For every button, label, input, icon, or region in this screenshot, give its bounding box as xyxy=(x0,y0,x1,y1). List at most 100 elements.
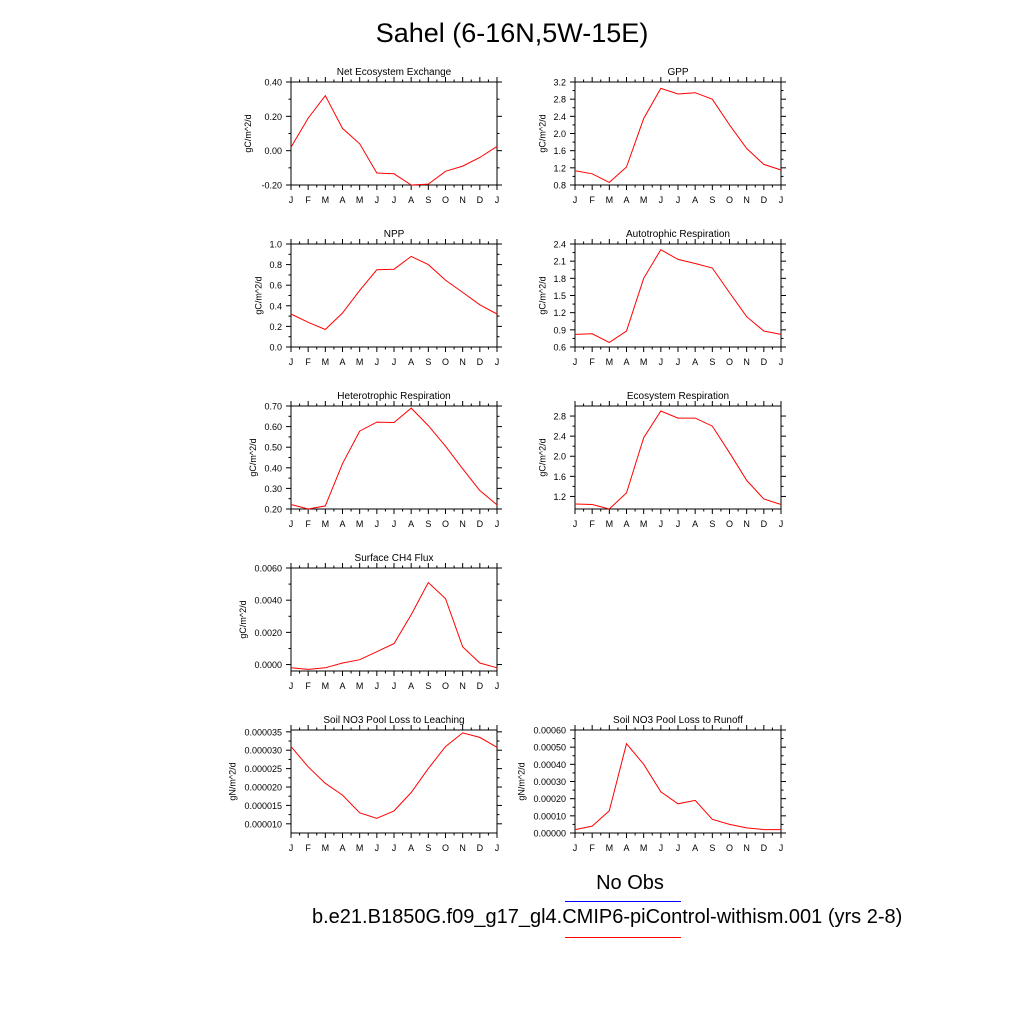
y-tick-label: 1.2 xyxy=(553,163,566,173)
y-tick-label: 0.00030 xyxy=(533,777,566,787)
y-tick-label: 0.0060 xyxy=(254,564,282,574)
x-tick-label: O xyxy=(726,357,733,367)
x-tick-label: M xyxy=(356,843,364,853)
x-tick-label: A xyxy=(692,195,698,205)
x-tick-label: F xyxy=(589,195,595,205)
y-tick-label: 0.00000 xyxy=(533,829,566,839)
x-tick-label: A xyxy=(408,195,414,205)
x-tick-label: A xyxy=(339,843,345,853)
x-tick-label: A xyxy=(692,519,698,529)
x-tick-label: O xyxy=(726,195,733,205)
y-axis-label: gC/m^2/d xyxy=(537,114,547,152)
y-axis-label: gN/m^2/d xyxy=(227,762,237,800)
y-tick-label: 2.8 xyxy=(553,95,566,105)
y-axis-label: gC/m^2/d xyxy=(238,600,248,638)
y-tick-label: 0.4 xyxy=(269,301,282,311)
x-tick-label: F xyxy=(305,195,311,205)
y-axis-label: gC/m^2/d xyxy=(243,114,253,152)
x-tick-label: J xyxy=(495,681,500,691)
y-tick-label: 2.4 xyxy=(553,432,566,442)
y-tick-label: 2.4 xyxy=(553,240,566,250)
x-tick-label: S xyxy=(709,195,715,205)
x-tick-label: A xyxy=(692,357,698,367)
x-tick-label: J xyxy=(676,357,681,367)
x-tick-label: N xyxy=(743,843,750,853)
y-tick-label: 0.00010 xyxy=(533,811,566,821)
x-tick-label: D xyxy=(761,195,768,205)
x-tick-label: J xyxy=(779,843,784,853)
x-tick-label: N xyxy=(743,195,750,205)
y-tick-label: 0.0000 xyxy=(254,660,282,670)
x-tick-label: M xyxy=(322,519,330,529)
x-tick-label: D xyxy=(477,195,484,205)
x-tick-label: S xyxy=(709,519,715,529)
x-tick-label: O xyxy=(442,681,449,691)
x-tick-label: D xyxy=(761,843,768,853)
x-tick-label: M xyxy=(606,519,614,529)
x-tick-label: S xyxy=(425,357,431,367)
x-tick-label: A xyxy=(623,195,629,205)
y-tick-label: -0.20 xyxy=(261,181,282,191)
y-tick-label: 2.0 xyxy=(553,129,566,139)
y-tick-label: 0.000030 xyxy=(244,746,282,756)
x-tick-label: J xyxy=(573,357,578,367)
figure-title: Sahel (6-16N,5W-15E) xyxy=(375,18,649,48)
y-tick-label: 0.40 xyxy=(264,463,282,473)
data-series-line xyxy=(574,87,782,183)
x-tick-label: O xyxy=(726,843,733,853)
y-tick-label: 2.0 xyxy=(553,452,566,462)
legend-obs-label: No Obs xyxy=(596,872,664,894)
y-tick-label: 0.000020 xyxy=(244,783,282,793)
y-tick-label: 0.000010 xyxy=(244,819,282,829)
x-tick-label: A xyxy=(623,519,629,529)
x-tick-label: J xyxy=(289,681,294,691)
y-tick-label: 2.1 xyxy=(553,257,566,267)
y-tick-label: 0.00 xyxy=(264,146,282,156)
x-tick-label: N xyxy=(459,681,466,691)
x-tick-label: M xyxy=(356,519,364,529)
y-tick-label: 0.9 xyxy=(553,325,566,335)
data-series-line xyxy=(290,581,498,670)
x-tick-label: J xyxy=(289,357,294,367)
y-tick-label: 1.6 xyxy=(553,146,566,156)
y-tick-label: 0.8 xyxy=(269,260,282,270)
x-tick-label: A xyxy=(339,519,345,529)
plot-frame xyxy=(574,729,782,834)
y-tick-label: 0.000025 xyxy=(244,764,282,774)
y-tick-label: 0.60 xyxy=(264,422,282,432)
x-tick-label: M xyxy=(356,681,364,691)
chart-title: Soil NO3 Pool Loss to Runoff xyxy=(613,715,743,726)
x-tick-label: J xyxy=(495,519,500,529)
x-tick-label: D xyxy=(477,519,484,529)
x-tick-label: O xyxy=(442,519,449,529)
x-tick-label: S xyxy=(709,843,715,853)
chart-title: Surface CH4 Flux xyxy=(355,553,434,564)
x-tick-label: F xyxy=(305,519,311,529)
chart-title: NPP xyxy=(384,229,405,240)
x-tick-label: N xyxy=(459,357,466,367)
y-tick-label: 1.8 xyxy=(553,274,566,284)
y-tick-label: 0.2 xyxy=(269,322,282,332)
y-axis-label: gC/m^2/d xyxy=(537,276,547,314)
x-tick-label: M xyxy=(640,195,648,205)
y-tick-label: 0.20 xyxy=(264,112,282,122)
y-tick-label: 0.6 xyxy=(269,281,282,291)
x-tick-label: A xyxy=(408,357,414,367)
x-tick-label: M xyxy=(322,681,330,691)
plot-frame xyxy=(290,567,498,672)
chart-title: Ecosystem Respiration xyxy=(627,391,729,402)
x-tick-label: D xyxy=(477,843,484,853)
x-tick-label: M xyxy=(640,843,648,853)
x-tick-label: A xyxy=(623,843,629,853)
x-tick-label: J xyxy=(392,843,397,853)
y-tick-label: 0.40 xyxy=(264,78,282,88)
plot-frame xyxy=(290,729,498,834)
x-tick-label: N xyxy=(459,519,466,529)
y-tick-label: 0.70 xyxy=(264,402,282,412)
data-series-line xyxy=(290,407,498,510)
x-tick-label: J xyxy=(659,519,664,529)
legend-model-label: b.e21.B1850G.f09_g17_gl4.CMIP6-piControl… xyxy=(312,906,903,928)
x-tick-label: O xyxy=(442,195,449,205)
